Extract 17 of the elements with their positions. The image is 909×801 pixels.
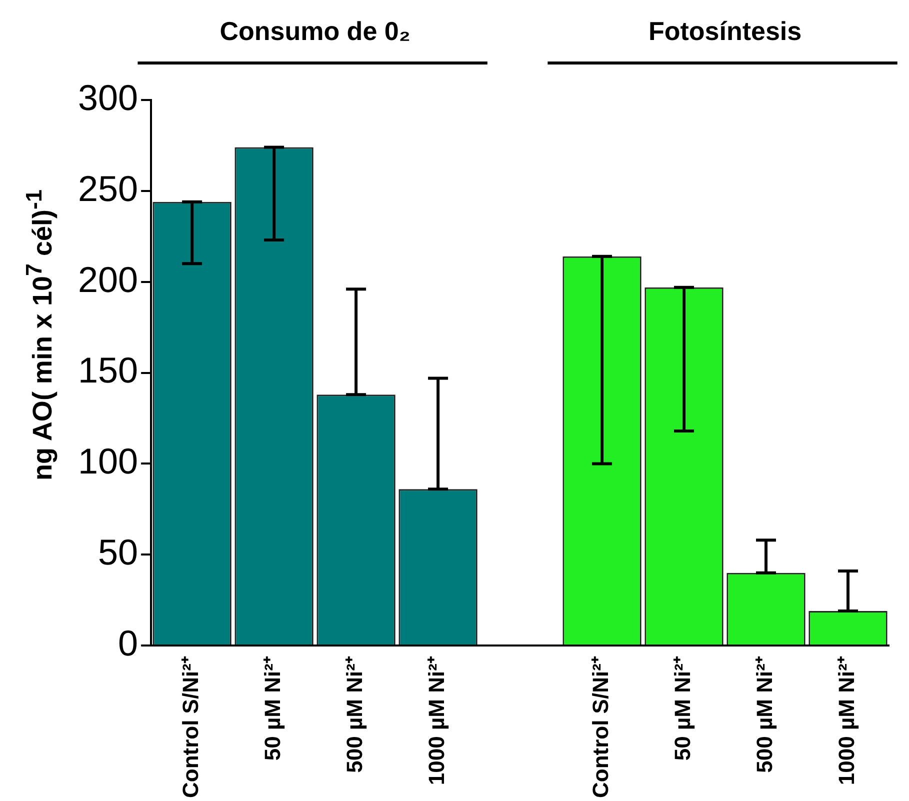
x-tick-label: 500 µM Ni²⁺	[342, 656, 368, 773]
y-tick-label: 50	[98, 532, 138, 573]
x-tick-label: 500 µM Ni²⁺	[752, 656, 778, 773]
x-tick-label: 50 µM Ni²⁺	[260, 656, 286, 761]
text: Consumo de 0₂	[220, 16, 410, 46]
x-tick-label: Control S/Ni²⁺	[588, 656, 614, 798]
y-tick-label: 300	[78, 76, 138, 118]
y-tick-label: 150	[78, 350, 138, 391]
y-tick-label: 200	[78, 258, 138, 300]
y-tick-label: 250	[78, 168, 138, 209]
y-tick-label: 0	[118, 622, 138, 664]
x-tick-label: 1000 µM Ni²⁺	[834, 656, 860, 786]
x-tick-label: Control S/Ni²⁺	[178, 656, 204, 798]
x-tick-label: 50 µM Ni²⁺	[670, 656, 696, 761]
y-tick-label: 100	[78, 440, 138, 482]
text: Fotosíntesis	[648, 16, 802, 46]
x-tick-label: 1000 µM Ni²⁺	[424, 656, 450, 786]
